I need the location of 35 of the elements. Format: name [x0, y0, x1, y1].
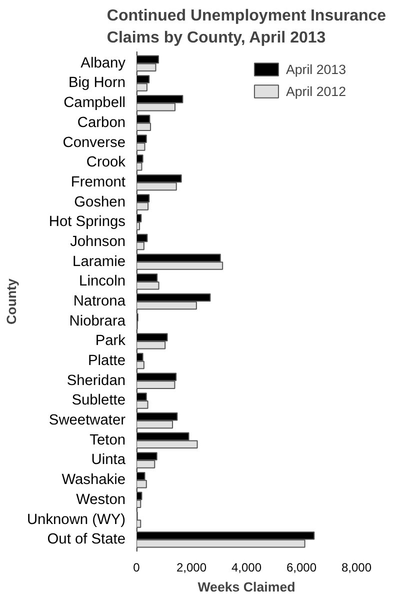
- y-axis-title: County: [4, 278, 19, 324]
- y-tick-label: Lincoln: [79, 274, 126, 290]
- legend-label: April 2013: [286, 62, 346, 76]
- y-tick-label: Carbon: [77, 114, 126, 131]
- y-tick-label: Platte: [88, 353, 126, 370]
- y-tick-label: Weston: [76, 492, 126, 508]
- y-tick-label: Washakie: [62, 472, 126, 488]
- x-axis-title: Weeks Claimed: [198, 580, 296, 594]
- y-tick-label: Fremont: [70, 174, 126, 190]
- y-tick-label: Uinta: [91, 452, 126, 468]
- y-tick-label: Johnson: [70, 234, 126, 250]
- x-tick-label: 4,000: [231, 560, 262, 574]
- y-tick-label: Converse: [62, 134, 126, 151]
- y-tick-label: Niobrara: [69, 313, 126, 330]
- x-tick-label: 8,000: [341, 560, 372, 574]
- y-tick-label: Laramie: [72, 254, 126, 270]
- y-tick-label: Sublette: [72, 392, 126, 409]
- x-tick-label: 0: [133, 560, 140, 574]
- x-tick-label: 2,000: [176, 560, 207, 574]
- y-tick-label: Hot Springs: [48, 214, 126, 230]
- y-tick-label: Campbell: [64, 95, 126, 112]
- x-tick-label: 6,000: [286, 560, 317, 574]
- y-tick-label: Goshen: [74, 194, 126, 210]
- y-tick-label: Albany: [80, 55, 126, 72]
- legend-label: April 2012: [286, 84, 346, 98]
- y-tick-label: Out of State: [47, 532, 126, 548]
- y-tick-label: Natrona: [73, 294, 126, 310]
- y-tick-label: Teton: [90, 432, 126, 448]
- chart-title: Continued Unemployment Insurance Claims by County, April 2013: [106, 7, 386, 46]
- y-tick-label: Park: [95, 333, 126, 350]
- y-tick-label: Unknown (WY): [26, 512, 126, 528]
- y-tick-label: Crook: [86, 154, 126, 171]
- y-tick-label: Sweetwater: [48, 412, 126, 429]
- y-tick-label: Big Horn: [68, 75, 126, 92]
- y-tick-label: Sheridan: [66, 372, 126, 389]
